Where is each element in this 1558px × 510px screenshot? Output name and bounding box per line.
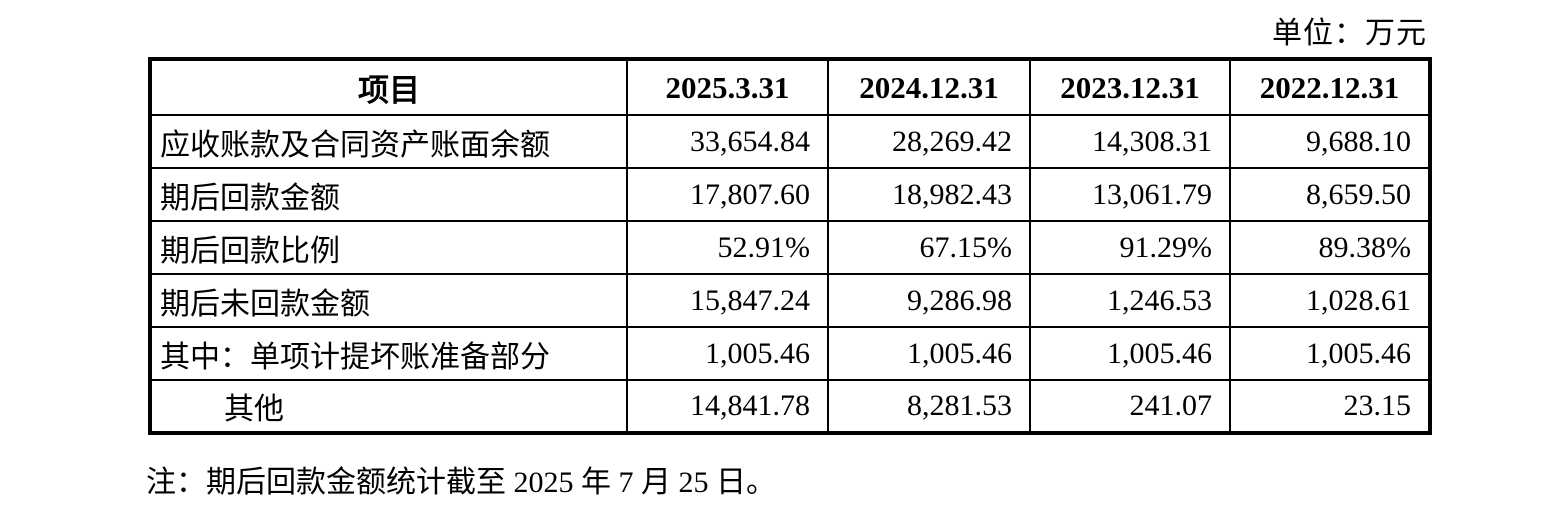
cell-value: 18,982.43 — [827, 167, 1031, 222]
table-row-receivable-balance: 应收账款及合同资产账面余额 33,654.84 28,269.42 14,308… — [149, 114, 1431, 169]
footnote: 注：期后回款金额统计截至 2025 年 7 月 25 日。 — [146, 466, 776, 499]
cell-value: 8,281.53 — [827, 379, 1031, 434]
column-header-item: 项目 — [149, 58, 628, 116]
table-row-individual-bad-debt-provision: 其中：单项计提坏账准备部分 1,005.46 1,005.46 1,005.46… — [149, 326, 1431, 381]
cell-value: 17,807.60 — [626, 167, 829, 222]
table-header-row: 项目 2025.3.31 2024.12.31 2023.12.31 2022.… — [149, 58, 1431, 116]
cell-value: 13,061.79 — [1029, 167, 1231, 222]
row-label: 应收账款及合同资产账面余额 — [149, 114, 628, 169]
unit-label: 单位：万元 — [1272, 17, 1427, 50]
cell-value: 14,841.78 — [626, 379, 829, 434]
cell-value: 23.15 — [1229, 379, 1431, 434]
cell-value: 1,005.46 — [827, 326, 1031, 381]
row-label: 期后回款金额 — [149, 167, 628, 222]
table-row-recovered-amount: 期后回款金额 17,807.60 18,982.43 13,061.79 8,6… — [149, 167, 1431, 222]
row-label: 期后回款比例 — [149, 220, 628, 275]
cell-value: 1,005.46 — [626, 326, 829, 381]
column-header-2024-12-31: 2024.12.31 — [827, 58, 1031, 116]
table-row-recovery-ratio: 期后回款比例 52.91% 67.15% 91.29% 89.38% — [149, 220, 1431, 275]
cell-value: 28,269.42 — [827, 114, 1031, 169]
cell-value: 15,847.24 — [626, 273, 829, 328]
post-period-recovery-table: 项目 2025.3.31 2024.12.31 2023.12.31 2022.… — [148, 57, 1432, 435]
cell-value: 91.29% — [1029, 220, 1231, 275]
cell-value: 52.91% — [626, 220, 829, 275]
cell-value: 1,005.46 — [1229, 326, 1431, 381]
column-header-2022-12-31: 2022.12.31 — [1229, 58, 1431, 116]
cell-value: 33,654.84 — [626, 114, 829, 169]
row-label: 其他 — [149, 379, 628, 434]
cell-value: 67.15% — [827, 220, 1031, 275]
cell-value: 1,005.46 — [1029, 326, 1231, 381]
cell-value: 89.38% — [1229, 220, 1431, 275]
row-label: 其中：单项计提坏账准备部分 — [149, 326, 628, 381]
cell-value: 9,286.98 — [827, 273, 1031, 328]
table-row-other: 其他 14,841.78 8,281.53 241.07 23.15 — [149, 379, 1431, 434]
cell-value: 8,659.50 — [1229, 167, 1431, 222]
cell-value: 9,688.10 — [1229, 114, 1431, 169]
table-row-unrecovered-amount: 期后未回款金额 15,847.24 9,286.98 1,246.53 1,02… — [149, 273, 1431, 328]
column-header-2025-03-31: 2025.3.31 — [626, 58, 829, 116]
column-header-2023-12-31: 2023.12.31 — [1029, 58, 1231, 116]
cell-value: 1,028.61 — [1229, 273, 1431, 328]
row-label: 期后未回款金额 — [149, 273, 628, 328]
cell-value: 1,246.53 — [1029, 273, 1231, 328]
cell-value: 241.07 — [1029, 379, 1231, 434]
cell-value: 14,308.31 — [1029, 114, 1231, 169]
